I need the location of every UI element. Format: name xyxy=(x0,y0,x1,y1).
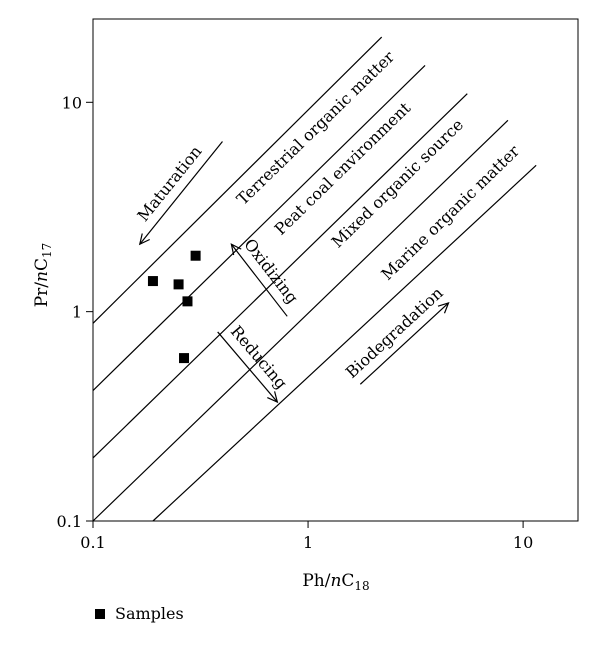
boundary-lines xyxy=(92,36,537,522)
sample-point-1 xyxy=(147,276,158,287)
biodegradation-label: Biodegradation xyxy=(342,283,447,382)
maturation-label: Maturation xyxy=(133,142,205,225)
y-axis-label: Pr/nC17 xyxy=(32,243,54,308)
legend-square-marker xyxy=(95,608,105,619)
sample-point-4 xyxy=(190,250,201,261)
sample-point-5 xyxy=(179,353,190,364)
legend: Samples xyxy=(95,604,184,623)
x-tick-label: 0.1 xyxy=(80,533,105,552)
plot-frame xyxy=(92,18,579,522)
maturation-arrow: Maturation xyxy=(133,141,223,246)
y-tick-label: 1 xyxy=(72,303,82,322)
region-label-peat-coal-environment: Peat coal environment xyxy=(271,98,415,239)
boundary-line-5 xyxy=(152,164,537,522)
y-tick-label: 0.1 xyxy=(57,512,82,531)
x-axis-label: Ph/nC18 xyxy=(302,571,369,593)
sample-point-3 xyxy=(182,296,193,307)
x-tick-label: 10 xyxy=(513,533,533,552)
region-label-mixed-organic-source: Mixed organic source xyxy=(328,115,467,251)
axis-ticks: 0.1 1 10 0.1 1 10 xyxy=(57,93,534,552)
boundary-line-2 xyxy=(92,65,426,391)
sample-points xyxy=(147,250,201,364)
sample-point-2 xyxy=(173,279,184,290)
region-label-marine-organic-matter: Marine organic matter xyxy=(377,141,523,284)
x-tick-label: 1 xyxy=(303,533,313,552)
y-tick-label: 10 xyxy=(62,93,82,112)
boundary-line-4 xyxy=(92,119,509,522)
legend-label-samples: Samples xyxy=(115,604,184,623)
biodegradation-arrow: Biodegradation xyxy=(342,283,450,385)
boundary-line-3 xyxy=(92,93,468,459)
oxidizing-arrow: Oxidizing xyxy=(230,235,302,317)
boundary-line-1 xyxy=(92,36,383,324)
